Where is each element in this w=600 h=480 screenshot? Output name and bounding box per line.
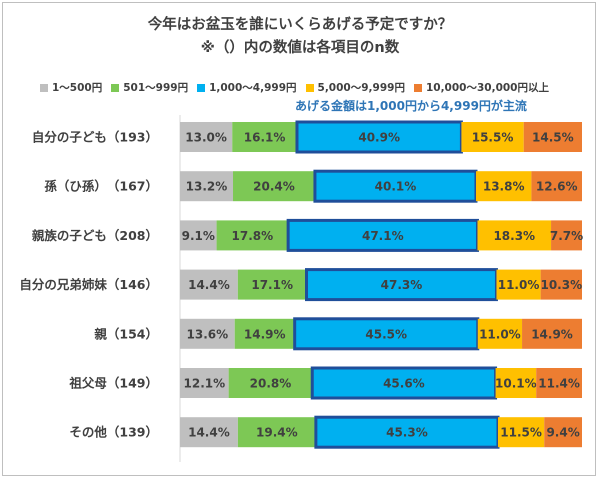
- bar-segment: [523, 122, 582, 152]
- data-label: 13.8%: [483, 180, 525, 194]
- data-label: 14.4%: [188, 278, 230, 292]
- category-label: その他（139）: [69, 425, 158, 440]
- data-label: 15.5%: [472, 131, 514, 145]
- bar-segment: [237, 269, 307, 300]
- bar-segment: [531, 171, 582, 202]
- data-label: 13.0%: [185, 131, 227, 145]
- data-label: 45.6%: [383, 377, 425, 391]
- data-label: 12.1%: [184, 377, 226, 391]
- chart-subtitle: ※（）内の数値は各項目のn数: [200, 40, 400, 56]
- data-label: 40.1%: [375, 180, 417, 194]
- chart-annotation: あげる金額は1,000円から4,999円が主流: [295, 99, 527, 113]
- legend-swatch: [40, 83, 48, 92]
- legend-item: 5,000～9,999円: [305, 80, 405, 95]
- legend-label: 1,000～4,999円: [209, 82, 297, 94]
- bar-segment: [234, 318, 295, 349]
- data-label: 40.9%: [358, 131, 400, 145]
- bar-segment: [216, 220, 289, 251]
- data-label: 13.2%: [186, 180, 228, 194]
- data-label: 16.1%: [244, 131, 286, 145]
- data-label: 9.4%: [546, 426, 579, 440]
- legend-swatch: [111, 83, 120, 92]
- data-label: 47.3%: [381, 278, 423, 292]
- legend-swatch: [413, 83, 422, 92]
- legend-item: 10,000～30,000円以上: [413, 80, 549, 95]
- data-label: 20.4%: [253, 180, 295, 194]
- data-label: 47.1%: [362, 229, 404, 243]
- data-label: 11.0%: [498, 278, 540, 292]
- bar-segment: [233, 171, 315, 202]
- bar-segment: [180, 368, 229, 398]
- bar-segment: [475, 171, 532, 202]
- highlighted-bar-segment: [295, 120, 463, 154]
- bar-segment: [180, 122, 233, 152]
- category-label: 自分の兄弟姉妹（146）: [19, 277, 158, 292]
- data-label: 14.4%: [188, 426, 230, 440]
- data-label: 11.5%: [500, 426, 542, 440]
- legend-item: 1～500円: [40, 80, 102, 95]
- bar-segment: [551, 220, 582, 251]
- data-label: 17.1%: [251, 278, 293, 292]
- bar-segment: [477, 318, 523, 349]
- category-label: 自分の子ども（193）: [32, 130, 158, 145]
- bar-segment: [237, 417, 316, 448]
- data-label: 9.1%: [182, 229, 215, 243]
- data-label: 14.9%: [531, 327, 573, 341]
- bar-segment: [477, 220, 552, 251]
- data-label: 12.6%: [536, 180, 578, 194]
- data-label: 10.3%: [540, 278, 582, 292]
- data-label: 45.5%: [365, 327, 407, 341]
- highlighted-bar-segment: [286, 218, 479, 252]
- data-label: 20.8%: [250, 377, 292, 391]
- bar-segment: [540, 269, 582, 300]
- highlighted-bar-segment: [305, 268, 498, 302]
- bar-segment: [180, 417, 238, 448]
- data-label: 19.4%: [256, 426, 298, 440]
- category-label: 親（154）: [94, 326, 158, 341]
- bar-segment: [497, 417, 545, 448]
- bar-segment: [461, 122, 524, 152]
- data-label: 7.7%: [550, 229, 583, 243]
- data-label: 11.4%: [538, 377, 580, 391]
- bar-segment: [180, 318, 235, 349]
- data-label: 45.3%: [386, 426, 428, 440]
- data-label: 13.6%: [187, 327, 229, 341]
- category-label: 孫（ひ孫） （167）: [44, 179, 158, 194]
- legend-label: 10,000～30,000円以上: [425, 82, 549, 94]
- legend-item: 1,000～4,999円: [197, 80, 297, 95]
- legend-swatch: [197, 83, 206, 92]
- data-label: 18.3%: [493, 229, 535, 243]
- chart-frame: [2, 2, 596, 476]
- category-label: 祖父母（149）: [68, 376, 158, 391]
- category-label: 親族の子ども（208）: [32, 228, 158, 243]
- bar-segment: [180, 220, 217, 251]
- bar-segment: [536, 368, 582, 398]
- bar-segment: [180, 269, 238, 300]
- data-label: 14.5%: [532, 131, 574, 145]
- data-label: 10.1%: [495, 377, 537, 391]
- bar-segment: [495, 368, 537, 398]
- legend: 1～500円 501～999円 1,000～4,999円 5,000～9,999…: [40, 80, 549, 95]
- data-label: 17.8%: [232, 229, 274, 243]
- legend-label: 1～500円: [52, 82, 103, 94]
- bar-segment: [228, 368, 313, 398]
- chart-title: 今年はお盆玉を誰にいくらあげる予定ですか？: [147, 17, 453, 33]
- bar-segment: [522, 318, 582, 349]
- data-label: 11.0%: [479, 327, 521, 341]
- bar-segment: [232, 122, 297, 152]
- legend-swatch: [305, 83, 314, 92]
- legend-item: 501～999円: [111, 80, 188, 95]
- legend-label: 5,000～9,999円: [317, 82, 405, 94]
- data-label: 14.9%: [244, 327, 286, 341]
- legend-label: 501～999円: [123, 82, 189, 94]
- bar-segment: [180, 171, 234, 202]
- bar-segment: [544, 417, 582, 448]
- bar-segment: [496, 269, 541, 300]
